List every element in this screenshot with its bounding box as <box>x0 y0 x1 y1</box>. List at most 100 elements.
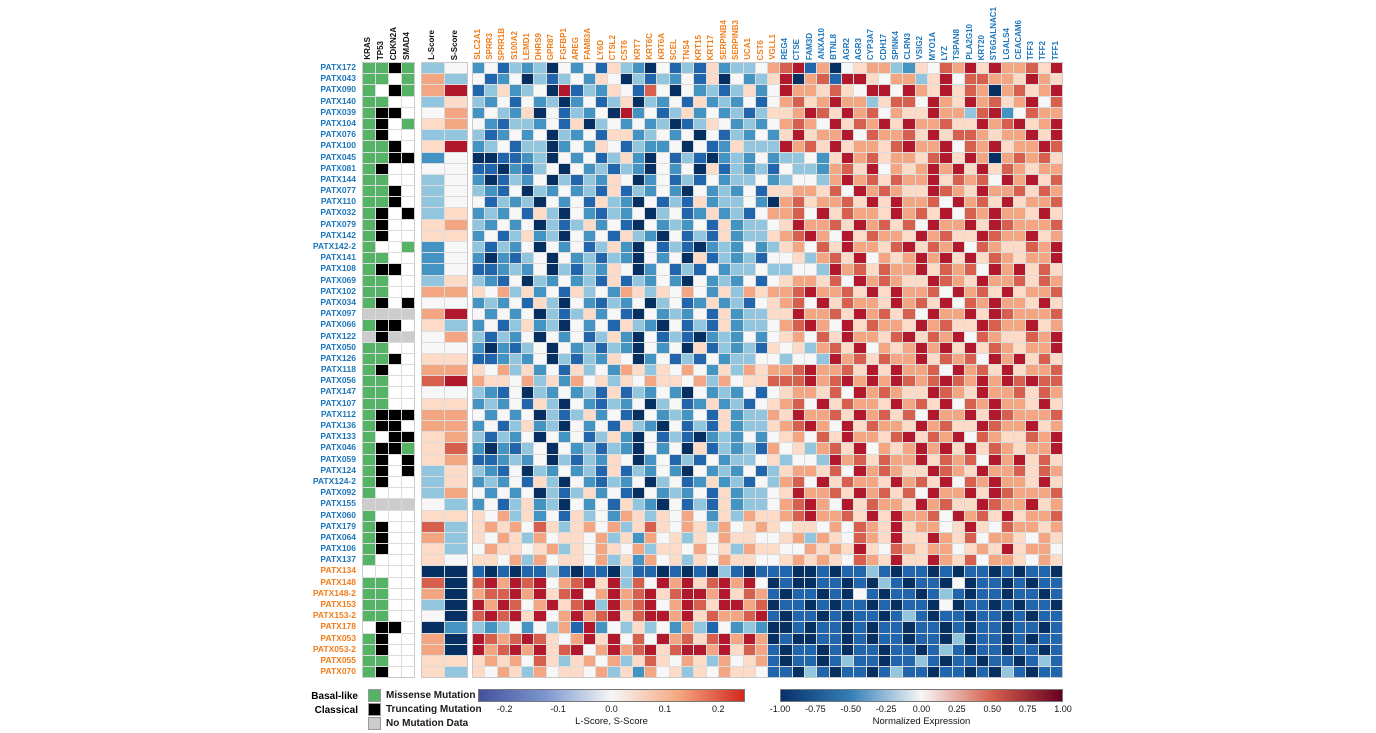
expression-cell <box>718 499 731 510</box>
expression-cell <box>977 286 989 297</box>
expression-cell <box>682 532 694 544</box>
expression-cell <box>854 63 866 74</box>
mutation-cell <box>389 387 401 398</box>
expression-cell <box>583 611 595 622</box>
mutation-cell <box>363 130 375 141</box>
expression-cell <box>1050 544 1063 555</box>
expression-cell <box>903 353 915 365</box>
expression-cell <box>780 96 792 107</box>
expression-cell <box>583 275 595 286</box>
expression-cell <box>792 398 805 409</box>
expression-cell <box>915 253 927 264</box>
expression-cell <box>522 622 534 633</box>
expression-cell <box>891 566 903 577</box>
expression-cell <box>534 633 546 644</box>
expression-cell <box>657 163 669 174</box>
mutation-cell <box>376 118 388 130</box>
expression-cell <box>1014 465 1026 476</box>
expression-cell <box>1050 387 1063 398</box>
expression-cell <box>1014 186 1026 197</box>
mutation-cell <box>376 544 388 555</box>
expression-cell <box>657 320 669 331</box>
mutation-cell <box>389 219 401 230</box>
expression-cell <box>595 476 608 488</box>
expression-cell <box>706 275 718 286</box>
expression-cell <box>1050 521 1063 532</box>
s-score-cell <box>445 74 467 85</box>
expression-cell <box>977 96 989 107</box>
mutation-cell <box>389 353 401 365</box>
expression-cell <box>952 655 964 667</box>
l-score-cell <box>422 141 444 152</box>
expression-cell <box>509 253 522 264</box>
expression-cell <box>1050 655 1063 667</box>
expression-cell <box>841 667 854 678</box>
expression-cell <box>1014 454 1026 465</box>
expression-cell <box>682 655 694 667</box>
expression-cell <box>509 309 522 320</box>
expression-cell <box>743 454 755 465</box>
expression-cell <box>829 387 841 398</box>
column-header: LYZ <box>940 45 950 60</box>
expression-cell <box>731 566 743 577</box>
expression-cell <box>927 331 940 342</box>
expression-cell <box>768 85 780 96</box>
expression-cell <box>706 465 718 476</box>
expression-cell <box>743 174 755 186</box>
expression-cell <box>989 85 1001 96</box>
mutation-cell <box>376 264 388 275</box>
expression-cell <box>755 398 768 409</box>
expression-cell <box>559 197 571 208</box>
expression-cell <box>989 286 1001 297</box>
expression-cell <box>977 409 989 420</box>
s-score-cell <box>445 275 467 286</box>
mutation-cell <box>363 107 375 118</box>
expression-cell <box>1026 85 1038 96</box>
expression-cell <box>768 186 780 197</box>
expression-cell <box>583 85 595 96</box>
expression-cell <box>583 398 595 409</box>
expression-cell <box>817 107 829 118</box>
mutation-cell <box>376 63 388 74</box>
mutation-cell <box>389 208 401 219</box>
mutation-cell <box>389 532 401 544</box>
expression-cell <box>891 544 903 555</box>
expression-cell <box>768 465 780 476</box>
expression-cell <box>964 163 977 174</box>
expression-cell <box>854 510 866 521</box>
expression-cell <box>964 577 977 588</box>
expression-cell <box>669 297 682 309</box>
sample-row-label: PATX081 <box>320 162 356 173</box>
s-score-cell <box>445 644 467 655</box>
l-score-cell <box>422 320 444 331</box>
sample-row-label: PATX106 <box>320 543 356 554</box>
expression-cell <box>989 353 1001 365</box>
expression-cell <box>731 264 743 275</box>
expression-cell <box>792 465 805 476</box>
expression-cell <box>927 118 940 130</box>
expression-cell <box>632 130 645 141</box>
expression-cell <box>977 208 989 219</box>
expression-cell <box>657 398 669 409</box>
expression-cell <box>682 96 694 107</box>
expression-cell <box>571 297 583 309</box>
mutation-cell <box>389 633 401 644</box>
expression-cell <box>608 353 620 365</box>
expression-cell <box>694 488 706 499</box>
expression-cell <box>718 633 731 644</box>
expression-cell <box>620 309 632 320</box>
expression-cell <box>755 63 768 74</box>
expression-cell <box>927 286 940 297</box>
expression-cell <box>1001 443 1014 454</box>
expression-cell <box>694 186 706 197</box>
expression-cell <box>497 432 509 443</box>
expression-cell <box>1038 96 1050 107</box>
mutation-cell <box>363 353 375 365</box>
expression-cell <box>743 63 755 74</box>
expression-cell <box>682 264 694 275</box>
expression-cell <box>780 476 792 488</box>
expression-cell <box>706 342 718 353</box>
expression-cell <box>731 152 743 163</box>
expression-cell <box>669 644 682 655</box>
expression-cell <box>1038 633 1050 644</box>
